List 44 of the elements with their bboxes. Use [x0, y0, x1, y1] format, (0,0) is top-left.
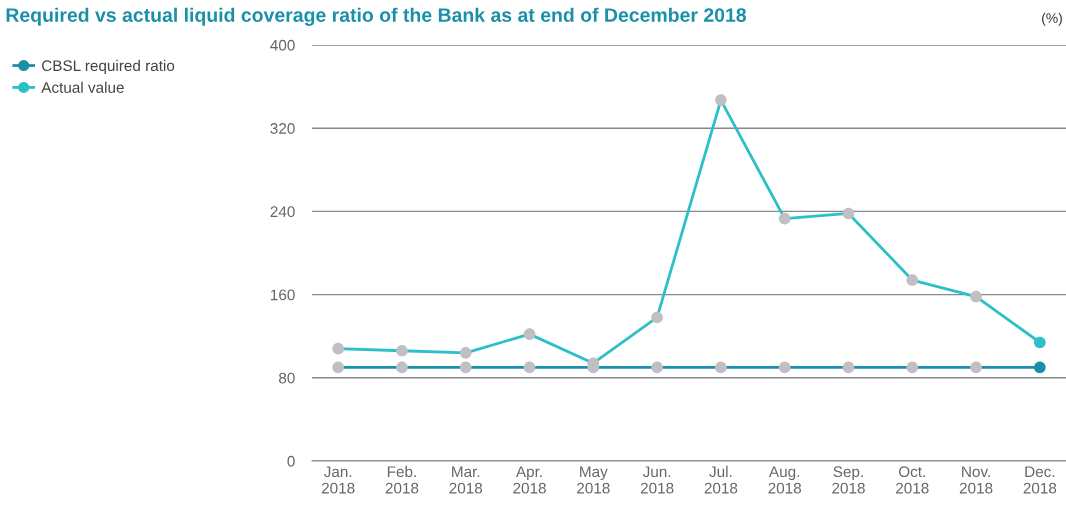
text: (%) — [1042, 12, 1062, 26]
point — [459, 361, 472, 374]
x-tick-label: Jun. 2018 — [640, 466, 674, 494]
point — [396, 361, 408, 374]
point — [459, 347, 472, 359]
point — [715, 94, 727, 106]
y-tick-label: 320 — [270, 123, 295, 134]
x-tick-label: Jul. 2018 — [704, 465, 738, 494]
point — [651, 361, 663, 374]
point — [970, 361, 982, 374]
point — [715, 361, 727, 374]
point — [396, 344, 408, 357]
point — [1034, 361, 1046, 374]
point — [778, 361, 791, 374]
y-tick-label: 240 — [270, 206, 295, 218]
y-tick-label: 400 — [270, 39, 295, 51]
x-tick-label: Dec. 2018 — [1023, 466, 1057, 494]
point — [523, 328, 536, 340]
y-tick-label: 80 — [279, 372, 295, 384]
x-tick-label: Oct. 2018 — [896, 466, 929, 494]
legend-label: Actual value — [41, 81, 124, 93]
point — [523, 361, 536, 374]
point — [332, 342, 344, 355]
x-tick-label: Jan. 2018 — [321, 466, 355, 494]
legend-label: CBSL required ratio — [42, 59, 175, 75]
point — [1034, 336, 1046, 349]
y-tick-label: 160 — [271, 289, 295, 301]
x-tick-label: Feb. 2018 — [385, 465, 419, 494]
point — [332, 361, 344, 374]
x-tick-label: May 2018 — [577, 466, 610, 494]
point — [970, 290, 982, 303]
point — [906, 361, 919, 374]
x-tick-label: Nov. 2018 — [959, 466, 993, 494]
point — [842, 207, 855, 220]
chart-title: Required vs actual liquid coverage ratio of the Bank as at end of December 2018 — [6, 7, 747, 26]
x-tick-label: Mar. 2018 — [449, 466, 483, 494]
point — [778, 212, 791, 225]
point — [842, 361, 855, 374]
y-tick-label: 0 — [287, 455, 295, 467]
x-tick-label: Aug. 2018 — [768, 466, 802, 494]
point — [651, 311, 663, 324]
point — [906, 274, 919, 286]
x-tick-label: Apr. 2018 — [513, 466, 546, 494]
x-tick-label: Sep. 2018 — [832, 466, 865, 494]
